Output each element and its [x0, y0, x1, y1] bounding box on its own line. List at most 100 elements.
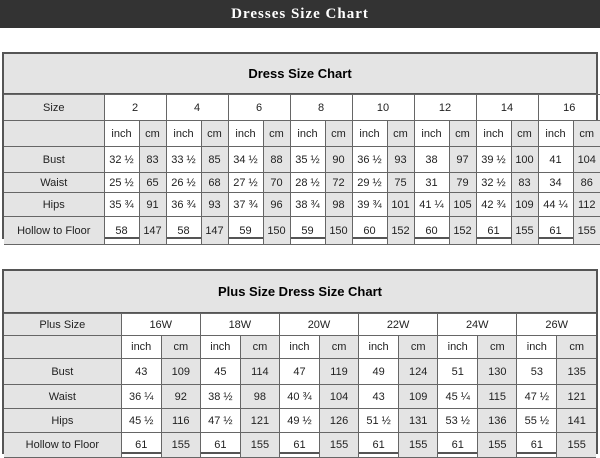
- unit-cm: cm: [239, 335, 280, 359]
- unit-inch: inch: [199, 335, 241, 359]
- value-cm: 86: [572, 172, 600, 193]
- value-cm: 150: [262, 216, 291, 245]
- value-cm: 126: [318, 408, 360, 433]
- unit-cm: cm: [510, 120, 539, 147]
- value-inch: 59: [289, 216, 326, 245]
- value-inch: 36 ¼: [120, 384, 162, 409]
- row-label: Waist: [4, 172, 105, 193]
- value-cm: 115: [477, 384, 518, 409]
- value-inch: 55 ½: [516, 408, 558, 433]
- value-cm: 155: [398, 432, 439, 458]
- value-cm: 136: [477, 408, 518, 433]
- row-label: Hollow to Floor: [4, 216, 105, 245]
- size-header: 18W: [199, 313, 280, 336]
- value-inch: 38 ¾: [289, 192, 326, 217]
- size-header: 26W: [516, 313, 596, 336]
- value-cm: 98: [239, 384, 280, 409]
- value-cm: 109: [510, 192, 539, 217]
- value-inch: 42 ¾: [475, 192, 512, 217]
- value-inch: 61: [516, 432, 558, 458]
- unit-inch: inch: [289, 120, 326, 147]
- unit-inch: inch: [227, 120, 264, 147]
- size-header: 16W: [120, 313, 201, 336]
- value-inch: 61: [358, 432, 400, 458]
- size-row: Size 2 4 6 8 10 12 14 16: [4, 94, 600, 121]
- value-inch: 47 ½: [199, 408, 241, 433]
- value-cm: 116: [160, 408, 201, 433]
- value-inch: 34: [537, 172, 574, 193]
- value-inch: 38 ½: [199, 384, 241, 409]
- unit-cm: cm: [138, 120, 167, 147]
- value-cm: 68: [200, 172, 229, 193]
- value-cm: 152: [386, 216, 415, 245]
- value-cm: 92: [160, 384, 201, 409]
- size-header: 16: [537, 94, 600, 121]
- size-header: 4: [165, 94, 229, 121]
- value-inch: 61: [437, 432, 479, 458]
- table-row: Waist 36 ¼ 92 38 ½ 98 40 ¾ 104 43 109 45 ¼ 115 47 ½…: [4, 384, 596, 409]
- value-inch: 32 ½: [475, 172, 512, 193]
- value-cm: 88: [262, 146, 291, 173]
- value-inch: 35 ¾: [103, 192, 140, 217]
- size-header: 14: [475, 94, 539, 121]
- value-inch: 58: [103, 216, 140, 245]
- unit-row: inch cm inch cm inch cm inch cm inch cm inch cm inch…: [4, 120, 600, 147]
- value-cm: 100: [510, 146, 539, 173]
- value-cm: 152: [448, 216, 477, 245]
- value-inch: 51 ½: [358, 408, 400, 433]
- size-header: 2: [103, 94, 167, 121]
- value-cm: 155: [318, 432, 360, 458]
- value-inch: 34 ½: [227, 146, 264, 173]
- size-label: Plus Size: [4, 313, 122, 336]
- value-cm: 155: [477, 432, 518, 458]
- unit-inch: inch: [437, 335, 479, 359]
- value-cm: 155: [556, 432, 596, 458]
- value-inch: 35 ½: [289, 146, 326, 173]
- value-inch: 31: [413, 172, 450, 193]
- table-title: Plus Size Dress Size Chart: [4, 271, 596, 313]
- unit-inch: inch: [475, 120, 512, 147]
- blank-cell: [4, 120, 105, 147]
- value-cm: 147: [200, 216, 229, 245]
- value-cm: 109: [398, 384, 439, 409]
- unit-cm: cm: [477, 335, 518, 359]
- unit-inch: inch: [103, 120, 140, 147]
- size-header: 22W: [358, 313, 439, 336]
- value-cm: 96: [262, 192, 291, 217]
- value-cm: 130: [477, 358, 518, 385]
- value-inch: 61: [537, 216, 574, 245]
- unit-row: inch cm inch cm inch cm inch cm inch cm inch cm: [4, 335, 596, 359]
- value-inch: 61: [199, 432, 241, 458]
- value-cm: 83: [138, 146, 167, 173]
- row-label: Hollow to Floor: [4, 432, 122, 458]
- value-cm: 105: [448, 192, 477, 217]
- value-cm: 70: [262, 172, 291, 193]
- value-inch: 25 ½: [103, 172, 140, 193]
- value-inch: 40 ¾: [278, 384, 321, 409]
- size-header: 10: [351, 94, 415, 121]
- value-cm: 75: [386, 172, 415, 193]
- value-inch: 41: [537, 146, 574, 173]
- value-inch: 47 ½: [516, 384, 558, 409]
- value-inch: 38: [413, 146, 450, 173]
- value-cm: 104: [572, 146, 600, 173]
- value-cm: 121: [556, 384, 596, 409]
- value-inch: 36 ½: [351, 146, 388, 173]
- value-inch: 43: [120, 358, 162, 385]
- value-cm: 109: [160, 358, 201, 385]
- value-cm: 93: [200, 192, 229, 217]
- unit-cm: cm: [386, 120, 415, 147]
- unit-inch: inch: [413, 120, 450, 147]
- size-header: 24W: [437, 313, 518, 336]
- value-inch: 45 ¼: [437, 384, 479, 409]
- value-inch: 29 ½: [351, 172, 388, 193]
- value-inch: 33 ½: [165, 146, 202, 173]
- value-cm: 101: [386, 192, 415, 217]
- dress-size-table: Dress Size Chart Size 2 4 6 8 10 12 14 16 inch cm in…: [2, 52, 600, 245]
- table-title: Dress Size Chart: [4, 54, 596, 94]
- size-header: 12: [413, 94, 477, 121]
- table-row: Hollow to Floor 58 147 58 147 59 150 59 150 60 152…: [4, 216, 600, 245]
- value-inch: 49: [358, 358, 400, 385]
- table-row: Bust 43 109 45 114 47 119 49 124 51 130 53 135: [4, 358, 596, 385]
- value-inch: 60: [351, 216, 388, 245]
